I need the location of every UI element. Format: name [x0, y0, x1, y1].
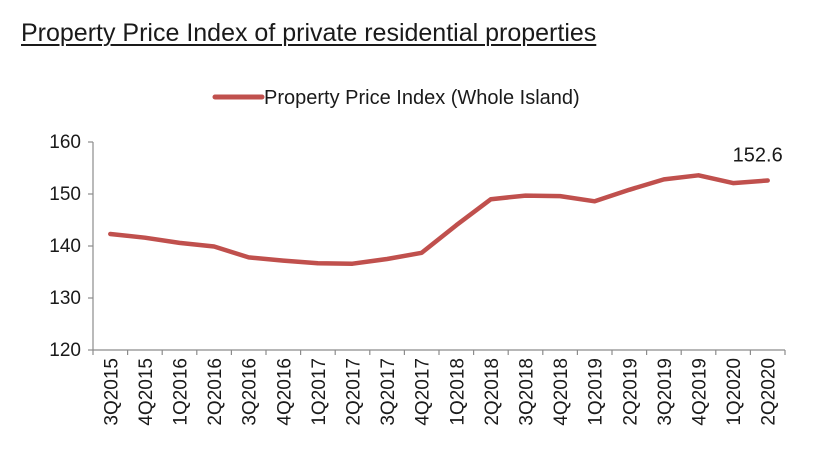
y-tick-label: 160 — [49, 132, 81, 153]
x-tick-label: 2Q2019 — [620, 358, 641, 426]
x-tick-label: 1Q2016 — [171, 358, 192, 426]
x-tick-label: 3Q2016 — [240, 358, 261, 426]
y-tick-label: 140 — [49, 236, 81, 257]
x-tick-label: 3Q2017 — [378, 358, 399, 426]
y-tick-label: 130 — [49, 288, 81, 309]
chart-annotations: 152.6 — [733, 144, 783, 166]
x-tick-label: 2Q2020 — [759, 358, 780, 426]
x-tick-label: 4Q2017 — [413, 358, 434, 426]
x-tick-label: 2Q2018 — [482, 358, 503, 426]
chart-legend: Property Price Index (Whole Island) — [212, 87, 580, 109]
chart-title: Property Price Index of private resident… — [21, 19, 597, 47]
y-tick-label: 150 — [49, 184, 81, 205]
x-tick-label: 4Q2019 — [690, 358, 711, 426]
x-tick-label: 1Q2020 — [724, 358, 745, 426]
y-tick-label: 120 — [49, 340, 81, 361]
x-tick-label: 4Q2016 — [274, 358, 295, 426]
x-tick-label: 3Q2018 — [517, 358, 538, 426]
x-tick-label: 1Q2018 — [447, 358, 468, 426]
chart-ticks: 120 130 140 150 160 3Q2015 4Q2015 1Q2016 2Q2016 3… — [49, 132, 786, 426]
x-tick-label: 3Q2015 — [101, 358, 122, 426]
x-tick-label: 1Q2017 — [309, 358, 330, 426]
x-tick-label: 2Q2016 — [205, 358, 226, 426]
x-tick-label: 4Q2015 — [136, 358, 157, 426]
x-tick-label: 2Q2017 — [344, 358, 365, 426]
x-tick-label: 1Q2019 — [586, 358, 607, 426]
chart-series — [108, 173, 770, 266]
data-label: 152.6 — [733, 144, 783, 166]
legend-label: Property Price Index (Whole Island) — [264, 87, 580, 109]
x-tick-label: 4Q2018 — [551, 358, 572, 426]
x-tick-label: 3Q2019 — [655, 358, 676, 426]
series-line — [108, 173, 770, 266]
